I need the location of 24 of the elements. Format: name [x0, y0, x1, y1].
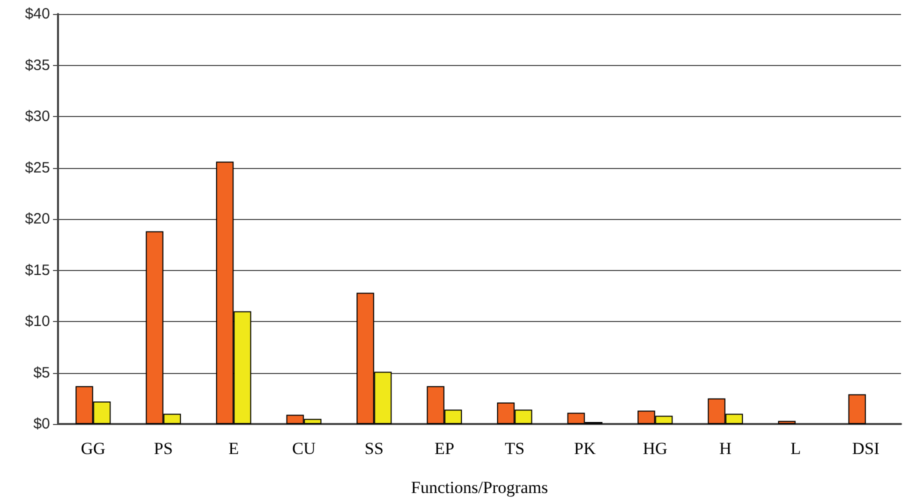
x-axis-title: Functions/Programs [411, 478, 548, 497]
x-tick-label: PS [154, 439, 173, 458]
x-tick-label: EP [434, 439, 454, 458]
y-tick-label: $35 [24, 56, 50, 74]
x-tick-label: PK [574, 439, 596, 458]
x-tick-label: L [790, 439, 801, 458]
y-tick-label: $10 [24, 313, 50, 330]
y-tick-label: $5 [33, 364, 50, 382]
y-tick-label: $0 [33, 416, 50, 432]
y-tick-label: $20 [24, 210, 50, 228]
y-tick-label: $25 [24, 159, 50, 176]
x-tick-label: CU [292, 439, 316, 458]
y-tick-label: $30 [24, 108, 50, 125]
x-tick-label: DSI [852, 439, 880, 458]
bar [848, 394, 866, 424]
x-tick-label: TS [504, 439, 525, 458]
y-tick-label: $15 [24, 262, 50, 279]
bar [778, 420, 796, 424]
x-tick-label: E [228, 439, 239, 458]
x-tick-label: SS [364, 439, 384, 458]
y-tick-label: $40 [24, 6, 50, 22]
x-tick-label: GG [80, 439, 106, 458]
x-tick-label: HG [642, 439, 668, 458]
x-tick-label: H [719, 439, 732, 458]
